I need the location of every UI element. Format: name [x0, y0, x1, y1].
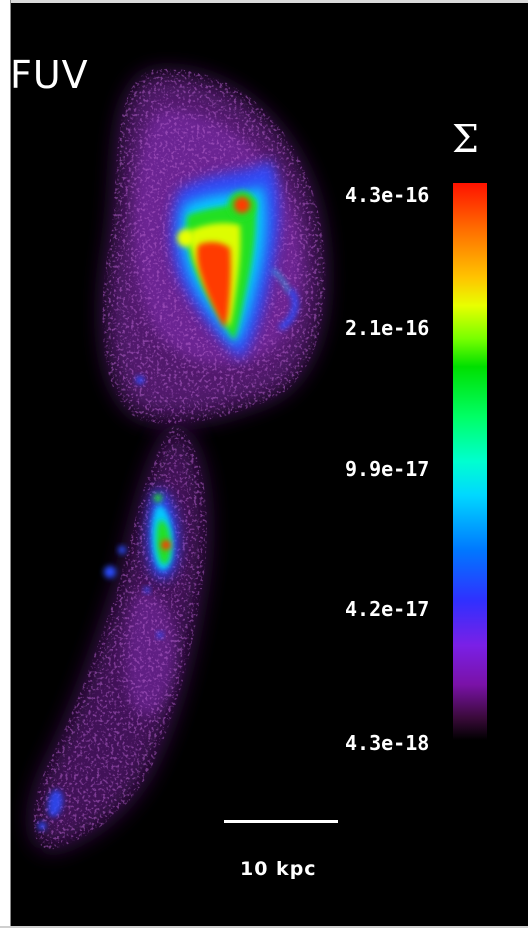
- colorbar-tick-label: 4.3e-16: [345, 183, 430, 207]
- band-label: FUV: [10, 53, 89, 97]
- colorbar-tick-label: 9.9e-17: [345, 457, 430, 481]
- scale-bar: [224, 820, 338, 823]
- tail-knots: [38, 789, 63, 830]
- colorbar-tick-label: 2.1e-16: [345, 316, 430, 340]
- colorbar-tick-label: 4.2e-17: [345, 597, 430, 621]
- frame-top-border: [0, 0, 528, 3]
- frame-bottom-border: [0, 926, 528, 928]
- colorbar-tick-label: 4.3e-18: [345, 731, 430, 755]
- colorbar-quantity-symbol: Σ: [452, 117, 479, 161]
- colorbar: [453, 183, 487, 740]
- bright-core-region: [171, 160, 299, 360]
- scale-bar-label: 10 kpc: [240, 858, 317, 880]
- mid-knot-region: [104, 376, 179, 638]
- frame-left-border: [0, 0, 11, 928]
